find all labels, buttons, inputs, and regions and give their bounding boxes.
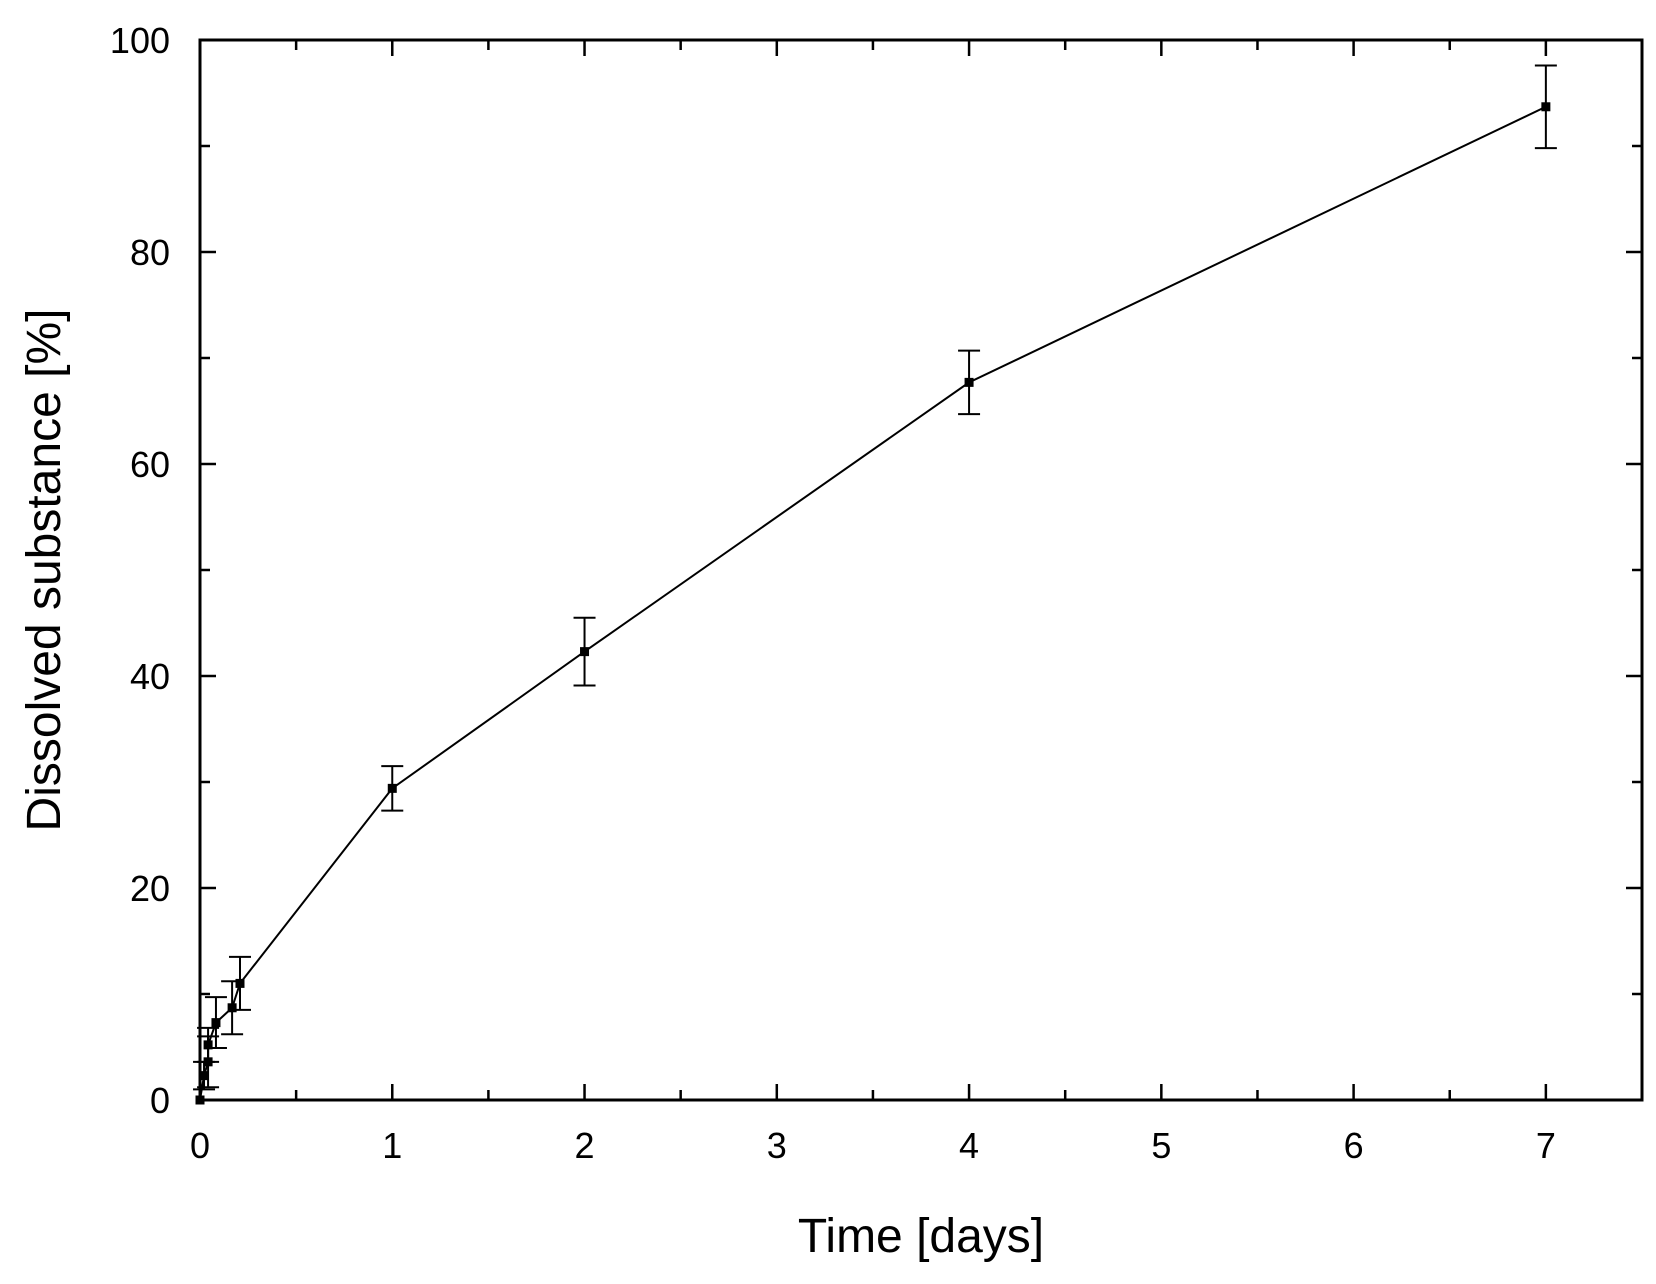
x-tick-label: 1	[382, 1125, 402, 1166]
y-tick-label: 20	[130, 868, 170, 909]
series-line	[199, 105, 1547, 1101]
y-tick-label: 100	[110, 20, 170, 61]
series-layer	[193, 64, 1557, 1105]
data-point	[227, 1003, 237, 1013]
x-tick-label: 6	[1344, 1125, 1364, 1166]
x-tick-label: 2	[575, 1125, 595, 1166]
y-tick-label: 0	[150, 1080, 170, 1121]
data-point	[203, 1040, 213, 1050]
data-point	[199, 1071, 209, 1081]
y-axis-ticks: 0 20 40 60 80 100	[110, 20, 1642, 1121]
y-axis-title: Dissolved substance [%]	[18, 309, 71, 832]
y-tick-label: 60	[130, 444, 170, 485]
x-tick-label: 5	[1151, 1125, 1171, 1166]
y-tick-label: 80	[130, 232, 170, 273]
data-point	[1541, 102, 1551, 112]
data-point	[195, 1095, 205, 1105]
x-tick-label: 4	[959, 1125, 979, 1166]
plot-area-frame	[198, 38, 1644, 1102]
x-tick-label: 7	[1536, 1125, 1556, 1166]
data-point	[580, 647, 590, 657]
x-axis-title: Time [days]	[798, 1210, 1044, 1263]
x-tick-label: 0	[190, 1125, 210, 1166]
x-tick-label: 3	[767, 1125, 787, 1166]
y-tick-label: 40	[130, 656, 170, 697]
x-axis-ticks: 0 1 2 3 4 5 6 7	[190, 40, 1644, 1166]
data-point	[235, 978, 245, 988]
data-point	[211, 1018, 221, 1028]
data-point	[964, 377, 974, 387]
data-point	[387, 783, 397, 793]
